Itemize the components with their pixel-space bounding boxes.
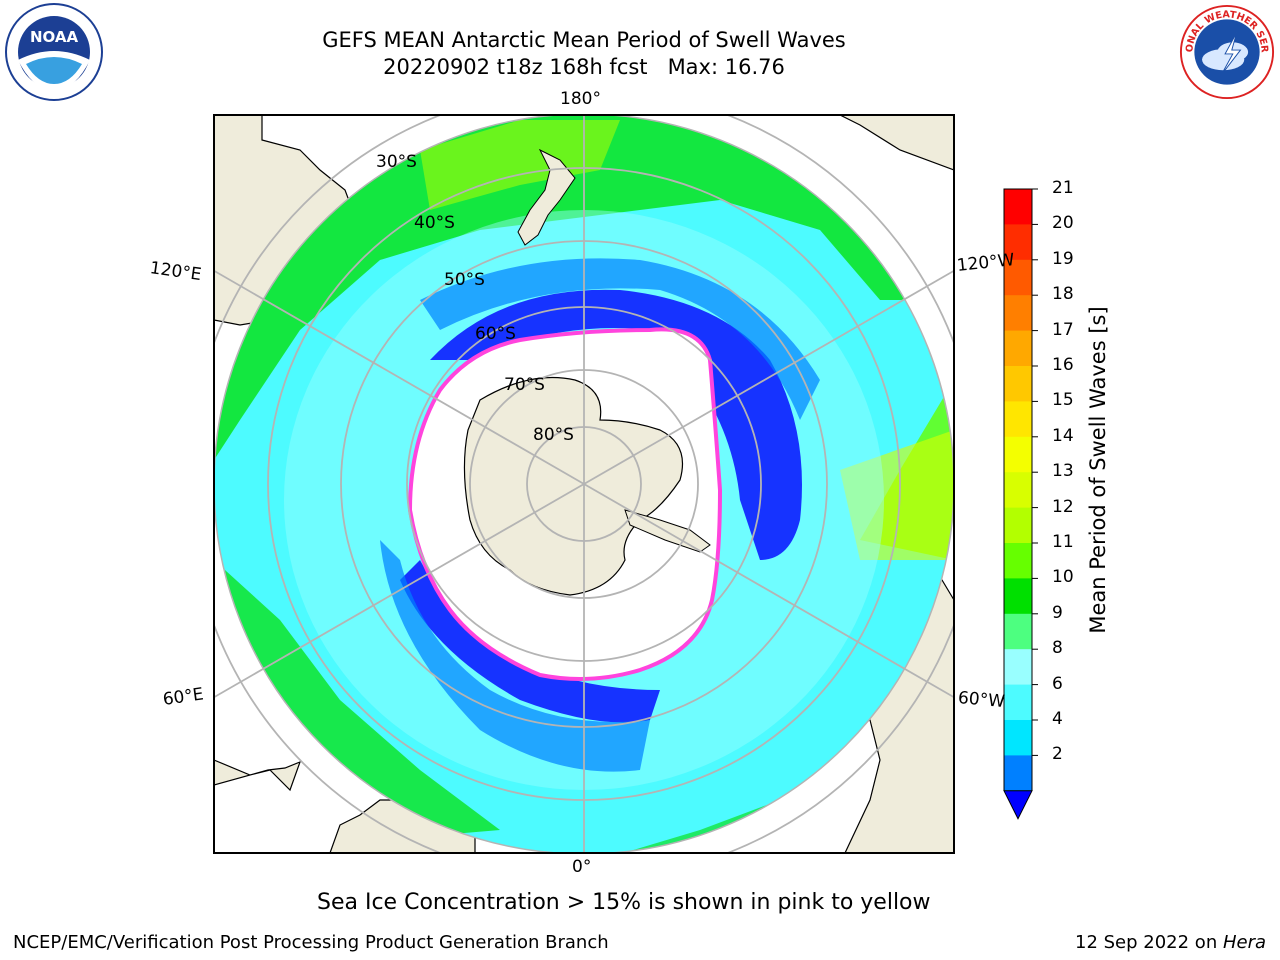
colorbar-tick-label: 11 [1052, 532, 1074, 552]
lat-label-40: 40°S [414, 213, 455, 233]
colorbar-tick-label: 18 [1052, 284, 1074, 305]
colorbar-swatch [1004, 330, 1032, 367]
colorbar-tick-label: 9 [1052, 602, 1063, 623]
lon-label-lower-right: 60°W [957, 688, 1006, 713]
credit-text: NCEP/EMC/Verification Post Processing Pr… [13, 932, 609, 953]
colorbar-tick-label: 12 [1052, 496, 1074, 517]
colorbar-tick-label: 14 [1052, 425, 1074, 446]
colorbar-swatch [1004, 684, 1032, 721]
colorbar-swatch [1004, 224, 1032, 261]
colorbar-swatch [1004, 543, 1032, 579]
colorbar-tick-label: 20 [1052, 213, 1074, 234]
colorbar-tick-label: 19 [1052, 248, 1074, 269]
lat-label-80: 80°S [533, 425, 574, 445]
map-frame [213, 114, 955, 854]
colorbar-tick-label: 17 [1052, 319, 1074, 340]
colorbar-swatch [1004, 259, 1032, 296]
colorbar-swatch [1004, 720, 1032, 756]
colorbar-swatch [1004, 578, 1032, 615]
colorbar-swatch [1004, 755, 1032, 792]
noaa-logo: NOAA [5, 3, 103, 101]
lon-label-bottom: 0° [572, 857, 592, 877]
colorbar-frame [1003, 188, 1033, 791]
date-stamp: 12 Sep 2022 on Hera [1075, 932, 1266, 953]
colorbar-swatch [1004, 295, 1032, 332]
graticule [214, 115, 954, 853]
nws-logo: NATIONAL WEATHER SERVICE [1178, 4, 1275, 100]
chart-title: GEFS MEAN Antarctic Mean Period of Swell… [322, 28, 846, 52]
lat-label-30: 30°S [376, 152, 417, 172]
colorbar-swatch [1004, 507, 1032, 544]
date-text: 12 Sep 2022 on [1075, 932, 1223, 953]
lat-label-70: 70°S [504, 375, 545, 395]
colorbar-tick-label: 2 [1052, 744, 1063, 765]
colorbar-label: Mean Period of Swell Waves [s] [1086, 306, 1110, 634]
colorbar-swatch [1004, 436, 1032, 473]
colorbar-swatch [1004, 401, 1032, 438]
lat-label-50: 50°S [444, 270, 485, 290]
colorbar [1003, 188, 1038, 820]
colorbar-swatch [1004, 366, 1032, 402]
colorbar-swatch [1004, 649, 1032, 686]
colorbar-swatch [1004, 613, 1032, 650]
colorbar-tick-label: 8 [1052, 638, 1063, 659]
colorbar-tick-label: 21 [1052, 178, 1074, 198]
colorbar-swatch [1004, 189, 1032, 225]
host-name: Hera [1222, 932, 1266, 953]
lat-label-60: 60°S [475, 324, 516, 344]
colorbar-tick-label: 13 [1052, 461, 1074, 482]
caption-text: Sea Ice Concentration > 15% is shown in … [317, 890, 931, 915]
colorbar-tick-label: 16 [1052, 355, 1074, 375]
colorbar-tick-label: 6 [1052, 673, 1063, 694]
colorbar-tick-label: 4 [1052, 709, 1063, 729]
svg-text:NOAA: NOAA [30, 28, 79, 46]
colorbar-tick-label: 10 [1052, 567, 1074, 588]
lon-label-top: 180° [560, 89, 601, 109]
colorbar-extend-arrow [1003, 790, 1033, 820]
colorbar-swatch [1004, 472, 1032, 509]
chart-subtitle: 20220902 t18z 168h fcst Max: 16.76 [383, 55, 785, 79]
colorbar-tick-label: 15 [1052, 390, 1074, 411]
map-area [214, 115, 954, 853]
